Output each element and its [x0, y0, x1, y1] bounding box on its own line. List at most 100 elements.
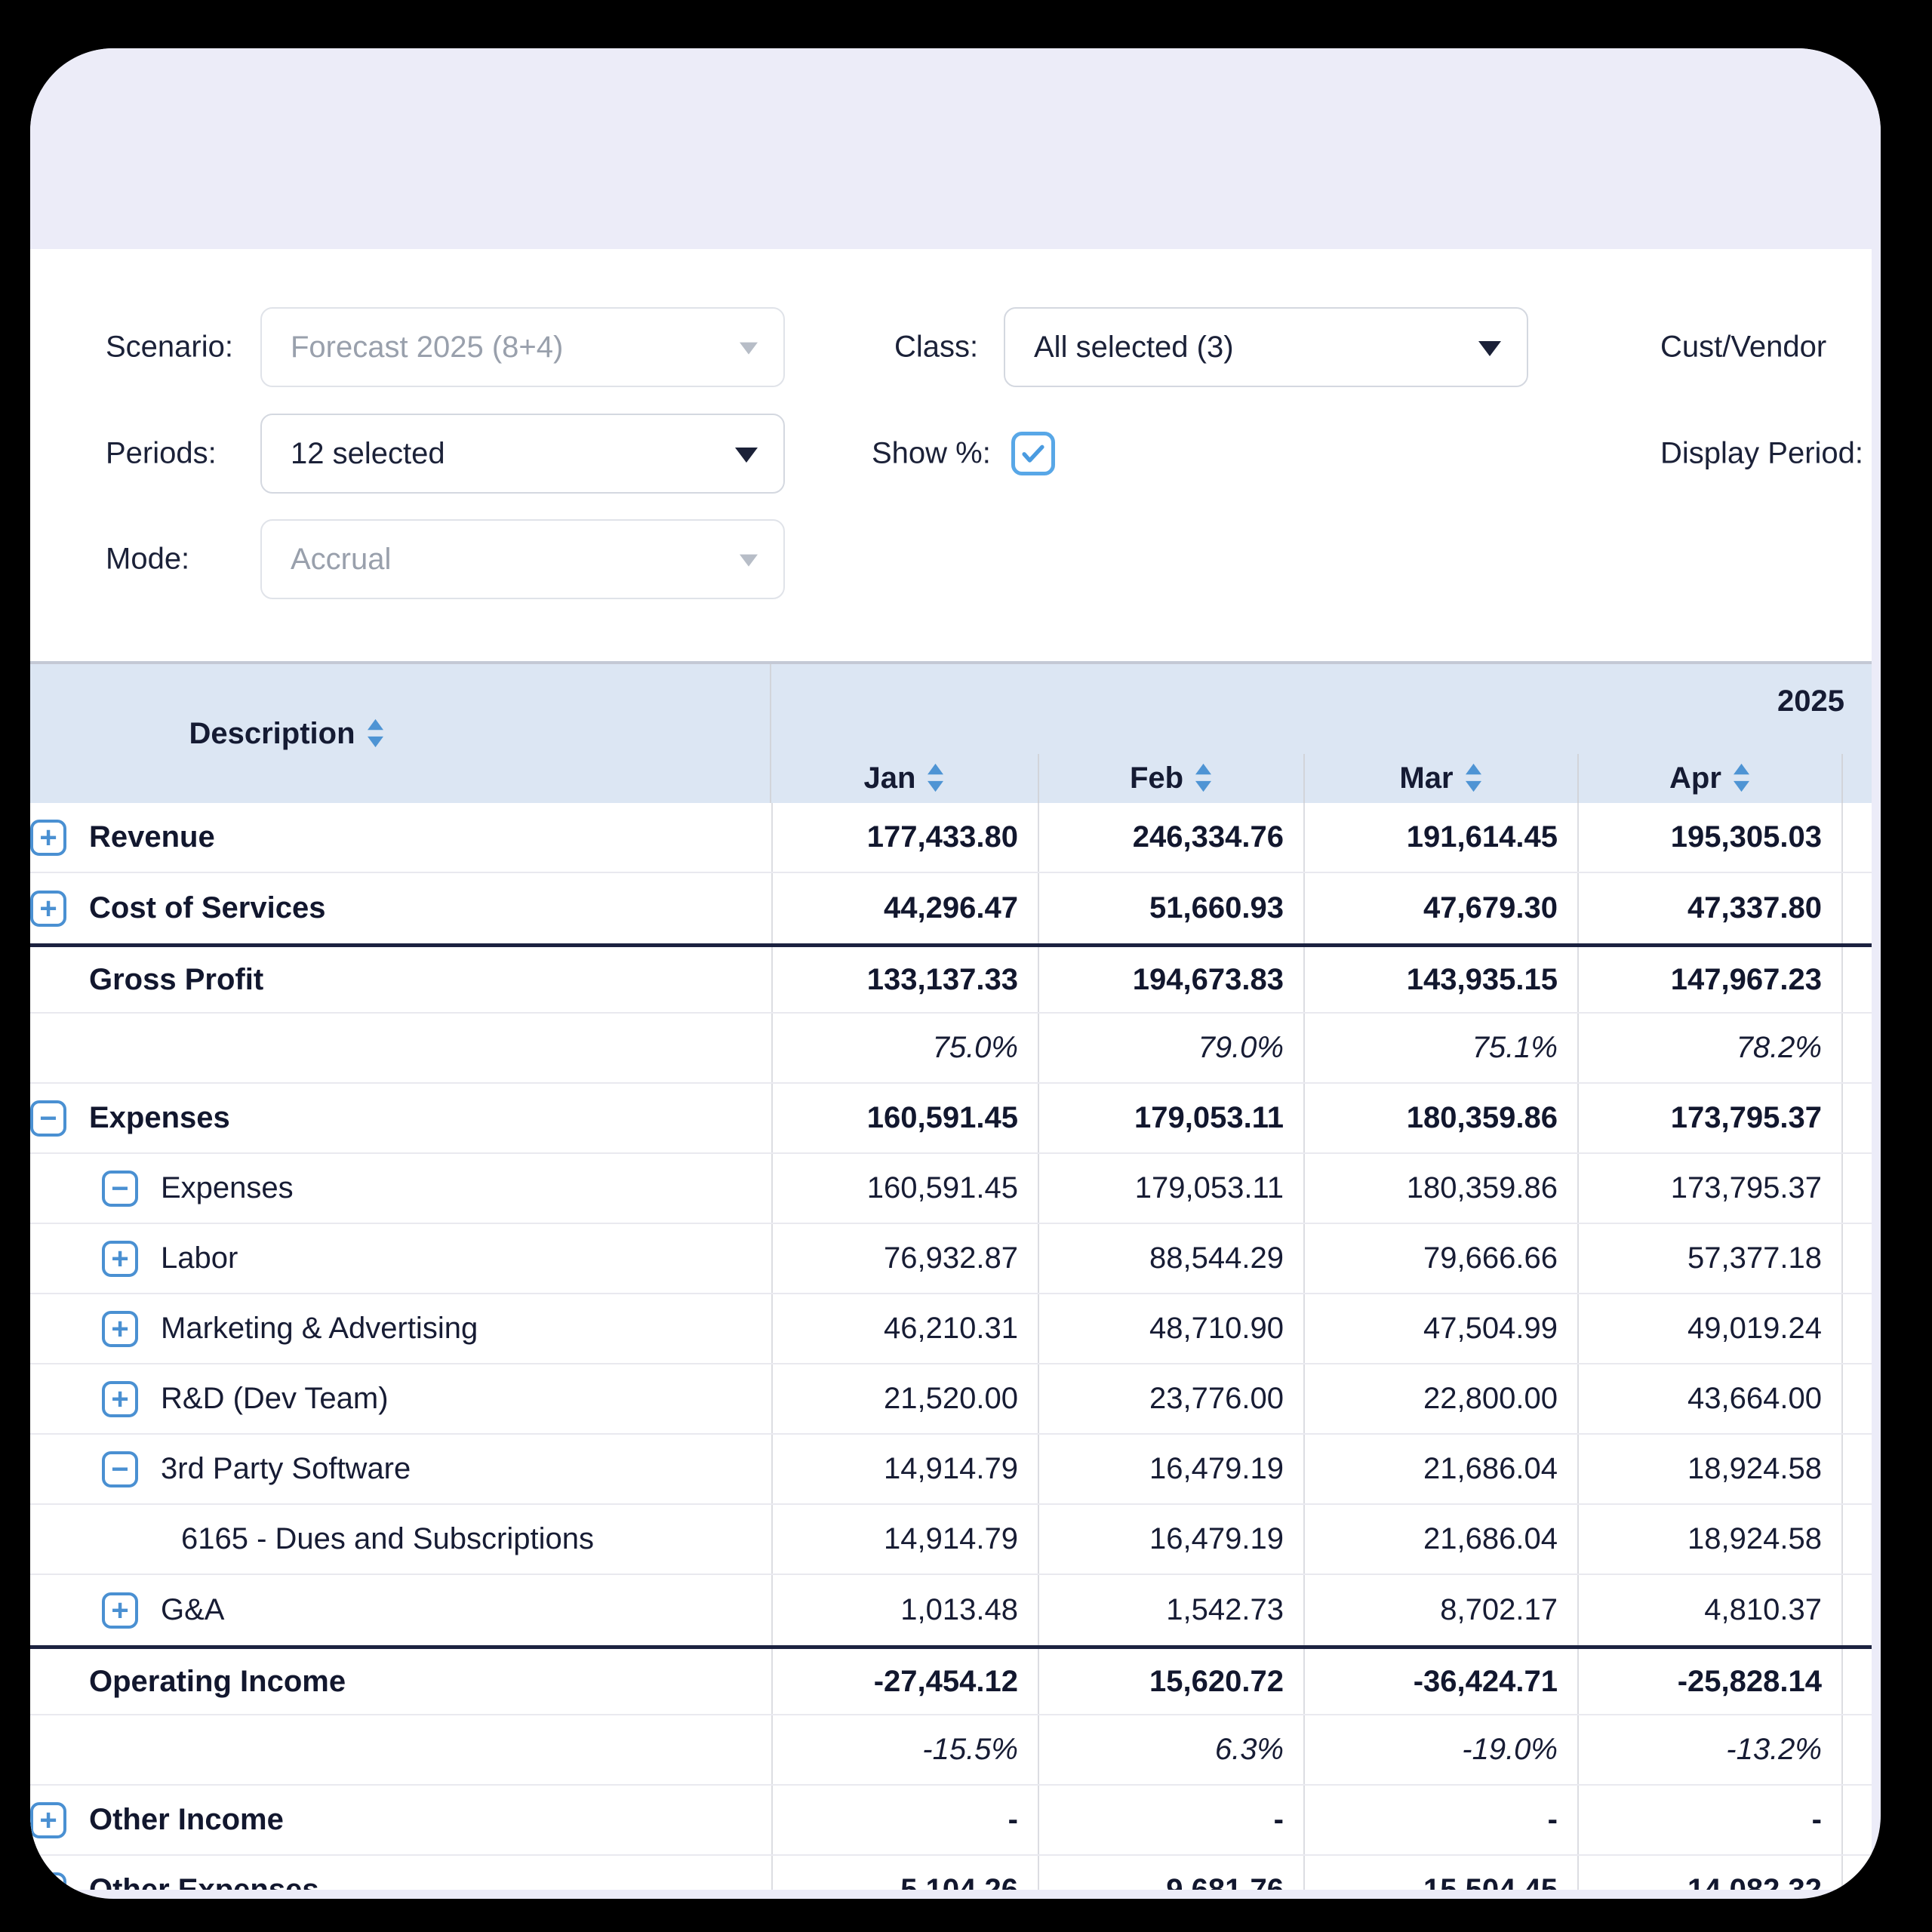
- table-row: + Cost of Services 44,296.47 51,660.93 47,67…: [30, 873, 1872, 943]
- checkmark-icon: [1022, 445, 1044, 463]
- cell-value: 21,520.00: [771, 1364, 1038, 1433]
- expand-plus-icon[interactable]: +: [102, 1310, 138, 1347]
- pnl-table: Description 2025 Jan Feb Mar Apr + Revenue 17…: [30, 661, 1872, 1890]
- cell-value: 14,914.79: [771, 1435, 1038, 1503]
- cell-value: 16,479.19: [1038, 1505, 1303, 1574]
- table-row: − Expenses 160,591.45 179,053.11 180,359.86 1…: [30, 1154, 1872, 1224]
- row-label: G&A: [161, 1593, 225, 1626]
- sort-icon[interactable]: [1732, 762, 1751, 794]
- year-label: 2025: [1777, 684, 1844, 718]
- column-header-feb[interactable]: Feb: [1038, 753, 1303, 803]
- filter-bar: Scenario: Forecast 2025 (8+4) Class: All…: [30, 249, 1872, 661]
- table-header: Description 2025 Jan Feb Mar Apr: [30, 661, 1872, 803]
- row-description-cell: − Expenses: [30, 1154, 771, 1223]
- class-label: Class:: [894, 330, 979, 364]
- row-description-cell: + R&D (Dev Team): [30, 1364, 771, 1433]
- collapse-minus-icon[interactable]: −: [102, 1170, 138, 1207]
- cell-value: 195,305.03: [1577, 803, 1841, 872]
- row-label: 6165 - Dues and Subscriptions: [181, 1522, 594, 1555]
- row-description-cell: + Revenue: [30, 803, 771, 872]
- periods-select-value: 12 selected: [291, 436, 445, 470]
- cell-value: 6.3%: [1038, 1715, 1303, 1784]
- table-row: + Labor 76,932.87 88,544.29 79,666.66 57,377.…: [30, 1224, 1872, 1294]
- collapse-minus-icon[interactable]: −: [30, 1100, 66, 1137]
- cell-value: 180,359.86: [1303, 1154, 1577, 1223]
- cell-value: 14,082.32: [1577, 1856, 1841, 1890]
- row-spacer-cell: [1841, 1786, 1872, 1854]
- card-top-band: [30, 48, 1881, 249]
- row-label: Other Income: [89, 1803, 284, 1836]
- cell-value: 79.0%: [1038, 1014, 1303, 1082]
- expand-plus-icon[interactable]: +: [102, 1240, 138, 1277]
- row-label: Labor: [161, 1241, 238, 1275]
- scenario-select-value: Forecast 2025 (8+4): [291, 330, 564, 364]
- cell-value: -19.0%: [1303, 1715, 1577, 1784]
- table-row: + Other Expenses 5,104.269,681.7615,504.45…: [30, 1856, 1872, 1890]
- row-spacer-cell: [1841, 947, 1872, 1012]
- row-label: Expenses: [161, 1171, 294, 1204]
- sort-icon[interactable]: [1464, 762, 1483, 794]
- expand-plus-icon[interactable]: +: [30, 1872, 66, 1890]
- row-description-cell: + Labor: [30, 1224, 771, 1293]
- cell-value: -: [771, 1786, 1038, 1854]
- row-label: Expenses: [89, 1101, 230, 1134]
- cell-value: 43,664.00: [1577, 1364, 1841, 1433]
- cell-value: 18,924.58: [1577, 1505, 1841, 1574]
- expand-plus-icon[interactable]: +: [102, 1592, 138, 1629]
- collapse-minus-icon[interactable]: −: [102, 1451, 138, 1487]
- cell-value: 57,377.18: [1577, 1224, 1841, 1293]
- column-header-apr[interactable]: Apr: [1577, 753, 1841, 803]
- cell-value: 23,776.00: [1038, 1364, 1303, 1433]
- row-spacer-cell: [1841, 1294, 1872, 1363]
- cell-value: -25,828.14: [1577, 1649, 1841, 1714]
- scenario-select[interactable]: Forecast 2025 (8+4): [260, 307, 785, 387]
- row-label: Marketing & Advertising: [161, 1312, 478, 1345]
- scenario-label: Scenario:: [106, 330, 233, 364]
- table-row: + Marketing & Advertising 46,210.31 48,710.…: [30, 1294, 1872, 1364]
- month-label: Feb: [1129, 761, 1184, 795]
- sort-icon[interactable]: [1194, 762, 1213, 794]
- expand-plus-icon[interactable]: +: [30, 819, 66, 856]
- row-description-cell: Operating Income: [30, 1649, 771, 1714]
- table-row: − Expenses 160,591.45 179,053.11 180,359.86 1…: [30, 1084, 1872, 1154]
- cell-value: 22,800.00: [1303, 1364, 1577, 1433]
- periods-select[interactable]: 12 selected: [260, 414, 785, 494]
- class-select[interactable]: All selected (3): [1004, 307, 1528, 387]
- row-spacer-cell: [1841, 1364, 1872, 1433]
- row-label: Gross Profit: [89, 962, 264, 996]
- show-percent-checkbox[interactable]: [1011, 432, 1055, 475]
- header-spacer-cell: [1841, 753, 1872, 803]
- cell-value: 160,591.45: [771, 1154, 1038, 1223]
- cell-value: 246,334.76: [1038, 803, 1303, 872]
- cell-value: 75.1%: [1303, 1014, 1577, 1082]
- month-label: Apr: [1669, 761, 1721, 795]
- table-body: + Revenue 177,433.80 246,334.76 191,614.45 19…: [30, 803, 1872, 1890]
- cell-value: 78.2%: [1577, 1014, 1841, 1082]
- row-label: R&D (Dev Team): [161, 1382, 389, 1415]
- expand-plus-icon[interactable]: +: [30, 1801, 66, 1838]
- sort-icon[interactable]: [926, 762, 945, 794]
- sort-icon[interactable]: [366, 718, 385, 749]
- expand-plus-icon[interactable]: +: [102, 1380, 138, 1417]
- column-header-jan[interactable]: Jan: [771, 754, 1038, 804]
- cell-value: 48,710.90: [1038, 1294, 1303, 1363]
- month-label: Jan: [863, 761, 916, 795]
- mode-select[interactable]: Accrual: [260, 519, 785, 599]
- row-spacer-cell: [1841, 1649, 1872, 1714]
- table-row: + R&D (Dev Team) 21,520.00 23,776.00 22,800.…: [30, 1364, 1872, 1435]
- cell-value: 47,337.80: [1577, 873, 1841, 943]
- column-header-mar[interactable]: Mar: [1303, 753, 1577, 803]
- table-row: 6165 - Dues and Subscriptions 14,914.79 16…: [30, 1505, 1872, 1575]
- row-description-cell: 6165 - Dues and Subscriptions: [30, 1505, 771, 1574]
- row-spacer-cell: [1841, 1715, 1872, 1784]
- column-header-description[interactable]: Description: [30, 664, 771, 803]
- month-header-row: Jan Feb Mar Apr: [771, 753, 1872, 804]
- cell-value: 75.0%: [771, 1014, 1038, 1082]
- row-description-cell: −3rd Party Software: [30, 1435, 771, 1503]
- cell-value: 47,679.30: [1303, 873, 1577, 943]
- table-row: −3rd Party Software 14,914.79 16,479.19 21,…: [30, 1435, 1872, 1505]
- cell-value: 177,433.80: [771, 803, 1038, 872]
- expand-plus-icon[interactable]: +: [30, 890, 66, 927]
- cell-value: 173,795.37: [1577, 1084, 1841, 1152]
- cell-value: 1,013.48: [771, 1575, 1038, 1645]
